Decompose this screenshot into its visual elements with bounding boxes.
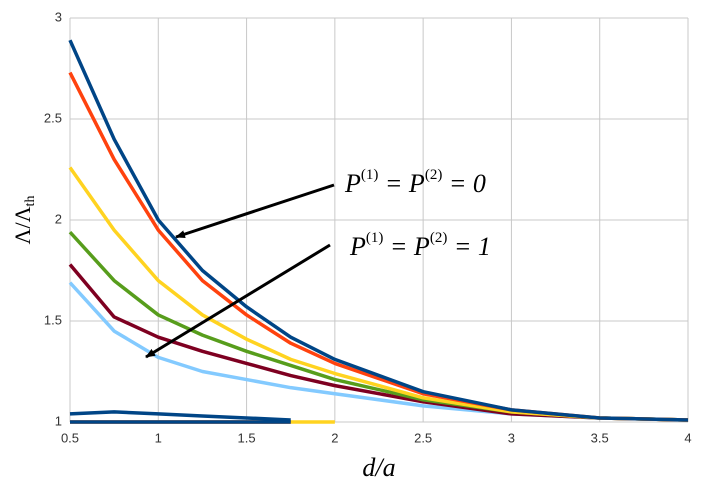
series-line — [68, 230, 689, 422]
series-line — [69, 410, 291, 422]
annotation-part: P — [349, 232, 366, 261]
annotation-part: = 1 — [447, 232, 491, 261]
y-tick-label: 3 — [55, 9, 62, 24]
x-axis-label: d/a — [362, 453, 395, 482]
annotation-part: (1) — [366, 230, 384, 246]
y-tick-label: 1 — [55, 413, 62, 428]
y-tick-label: 2.5 — [44, 110, 62, 125]
annotation-part: (2) — [430, 230, 448, 246]
x-tick-label: 3 — [508, 430, 515, 445]
annotation-part: = P — [383, 232, 430, 261]
x-tick-label: 1.5 — [238, 430, 256, 445]
x-tick-label: 2 — [331, 430, 338, 445]
x-tick-label: 3.5 — [591, 430, 609, 445]
x-tick-label: 4 — [684, 430, 691, 445]
series-line — [68, 263, 689, 422]
annotation-part: = P — [378, 169, 425, 198]
annotation-part: (1) — [361, 167, 379, 183]
y-axis-label: Λ/Λth — [10, 196, 38, 245]
arrow — [145, 243, 331, 359]
y-tick-label: 2 — [55, 211, 62, 226]
y-label-part: th — [23, 196, 38, 207]
y-label-part: Λ/Λ — [10, 206, 35, 244]
annotation-part: = 0 — [442, 169, 486, 198]
x-tick-label: 0.5 — [61, 430, 79, 445]
annotation: P(1) = P(2) = 0 — [344, 167, 486, 198]
series-line — [68, 281, 689, 422]
annotation-part: P — [344, 169, 361, 198]
annotation-part: (2) — [425, 167, 443, 183]
series-line — [68, 166, 689, 422]
x-tick-label: 2.5 — [414, 430, 432, 445]
series-line — [68, 39, 689, 422]
y-tick-label: 1.5 — [44, 312, 62, 327]
annotation: P(1) = P(2) = 1 — [349, 230, 491, 261]
x-tick-label: 1 — [155, 430, 162, 445]
arrow — [175, 183, 335, 239]
